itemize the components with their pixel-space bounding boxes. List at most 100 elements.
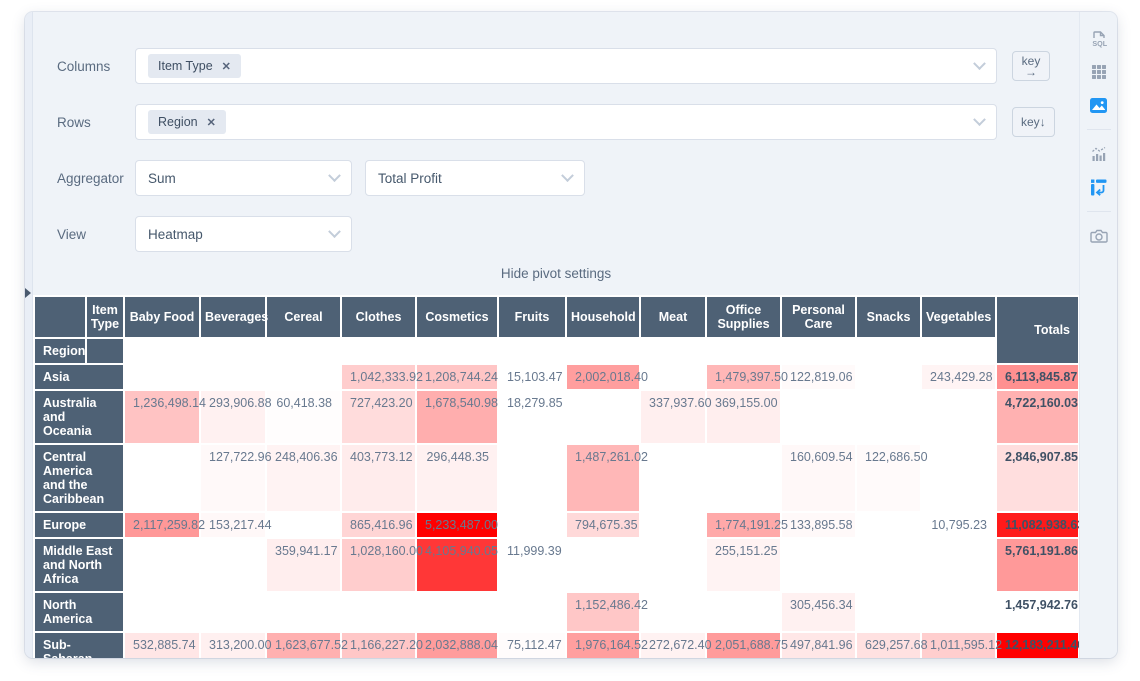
heatmap-value-cell: 1,152,486.42: [565, 591, 648, 633]
heatmap-value-cell: [920, 443, 997, 513]
heatmap-value-cell: [639, 537, 707, 593]
row-total-cell: 6,113,845.87: [995, 363, 1079, 391]
heatmap-value-cell: [855, 511, 922, 539]
main-content: Columns Item Type ✕ key → Rows Region ✕: [33, 12, 1079, 658]
column-header-household: Household: [565, 295, 641, 339]
heatmap-value-cell: 305,456.34: [780, 591, 857, 633]
heatmap-value-cell: [565, 389, 641, 445]
heatmap-value-cell: [639, 511, 707, 539]
heatmap-value-cell: 10,795.23: [920, 511, 997, 539]
heatmap-value-cell: 1,678,540.98: [415, 389, 499, 445]
aggregator-control-row: Aggregator Sum Total Profit: [33, 160, 1079, 196]
row-label-australia-and-oceania: Australia and Oceania: [33, 389, 125, 445]
heatmap-value-cell: [705, 443, 782, 513]
heatmap-value-cell: 313,200.00: [199, 631, 272, 658]
heatmap-value-cell: 75,112.47: [497, 631, 567, 658]
heatmap-value-cell: 1,479,397.50: [705, 363, 788, 391]
heatmap-value-cell: 160,609.54: [780, 443, 857, 513]
column-header-snacks: Snacks: [855, 295, 922, 339]
heatmap-value-cell: 272,672.40: [639, 631, 712, 658]
panel-collapse-gutter[interactable]: [25, 12, 33, 658]
heatmap-value-cell: [705, 591, 782, 633]
key-columns-button[interactable]: key →: [1012, 51, 1050, 81]
aggregator-label: Aggregator: [57, 170, 124, 186]
heatmap-value-cell: 1,487,261.02: [565, 443, 648, 513]
heatmap-value-cell: 248,406.36: [265, 443, 342, 513]
heatmap-value-cell: 127,722.96: [199, 443, 272, 513]
heatmap-value-cell: [855, 389, 922, 445]
heatmap-value-cell: 337,937.60: [639, 389, 712, 445]
heatmap-value-cell: 629,257.68: [855, 631, 928, 658]
chart-icon[interactable]: [1088, 143, 1110, 165]
camera-icon[interactable]: [1088, 225, 1110, 247]
rows-chip-region[interactable]: Region ✕: [148, 110, 226, 134]
down-arrow-icon: ↓: [1039, 115, 1046, 129]
view-select[interactable]: Heatmap: [135, 216, 352, 252]
heatmap-value-cell: 122,686.50: [855, 443, 928, 513]
columns-select[interactable]: Item Type ✕: [135, 48, 997, 84]
value-field-select[interactable]: Total Profit: [365, 160, 585, 196]
row-label-asia: Asia: [33, 363, 125, 391]
row-total-cell: 12,183,211.40: [995, 631, 1079, 658]
heatmap-value-cell: [199, 537, 267, 593]
row-total-cell: 2,846,907.85: [995, 443, 1079, 513]
image-icon[interactable]: [1088, 94, 1110, 116]
chip-remove-icon[interactable]: ✕: [206, 116, 216, 129]
column-header-baby-food: Baby Food: [123, 295, 201, 339]
hide-pivot-settings-link[interactable]: Hide pivot settings: [500, 266, 612, 281]
column-header-meat: Meat: [639, 295, 707, 339]
view-label: View: [57, 226, 87, 242]
visualization-toolbar: SQL: [1079, 12, 1117, 658]
expand-panel-arrow-icon[interactable]: [25, 288, 31, 298]
heatmap-value-cell: [855, 591, 922, 633]
heatmap-value-cell: 133,895.58: [780, 511, 857, 539]
heatmap-value-cell: 2,032,888.04: [415, 631, 499, 658]
heatmap-value-cell: 122,819.06: [780, 363, 857, 391]
heatmap-value-cell: [123, 363, 201, 391]
column-header-cereal: Cereal: [265, 295, 342, 339]
heatmap-value-cell: [920, 389, 997, 445]
chip-remove-icon[interactable]: ✕: [221, 60, 231, 73]
column-header-fruits: Fruits: [497, 295, 567, 339]
columns-label: Columns: [57, 58, 111, 74]
heatmap-value-cell: [265, 363, 342, 391]
heatmap-value-cell: [639, 591, 707, 633]
key-rows-button[interactable]: key↓: [1012, 107, 1055, 137]
columns-chip-item-type[interactable]: Item Type ✕: [148, 54, 241, 78]
column-header-vegetables: Vegetables: [920, 295, 997, 339]
heatmap-value-cell: [920, 537, 997, 593]
pivot-heatmap-table: Item Type Baby Food Beverages Cereal Clothes…: [33, 295, 1079, 658]
pivot-icon[interactable]: [1088, 176, 1110, 198]
aggregator-select[interactable]: Sum: [135, 160, 352, 196]
row-total-cell: 11,082,938.63: [995, 511, 1079, 539]
heatmap-value-cell: 727,423.20: [340, 389, 417, 445]
svg-text:SQL: SQL: [1092, 39, 1107, 48]
heatmap-value-cell: 1,774,191.25: [705, 511, 788, 539]
row-label-north-america: North America: [33, 591, 125, 633]
heatmap-value-cell: [920, 591, 997, 633]
heatmap-value-cell: 497,841.96: [780, 631, 857, 658]
chevron-down-icon: [973, 112, 986, 126]
heatmap-value-cell: 15,103.47: [497, 363, 567, 391]
toolbar-divider: [1086, 211, 1111, 212]
column-header-clothes: Clothes: [340, 295, 417, 339]
column-header-cosmetics: Cosmetics: [415, 295, 499, 339]
heatmap-value-cell: 1,042,333.92: [340, 363, 423, 391]
heatmap-value-cell: 359,941.17: [265, 537, 342, 593]
row-attribute-label: Region: [33, 337, 87, 365]
heatmap-value-cell: [639, 363, 707, 391]
heatmap-value-cell: 1,976,164.52: [565, 631, 648, 658]
heatmap-value-cell: 293,906.88: [199, 389, 272, 445]
chip-label: Region: [158, 115, 198, 129]
heatmap-value-cell: [639, 443, 707, 513]
heatmap-value-cell: 1,028,160.00: [340, 537, 423, 593]
heatmap-value-cell: [123, 443, 201, 513]
sql-file-icon[interactable]: SQL: [1088, 28, 1110, 50]
column-header-personal-care: Personal Care: [780, 295, 857, 339]
right-arrow-icon: →: [1025, 65, 1037, 79]
heatmap-value-cell: 2,002,018.40: [565, 363, 648, 391]
rows-select[interactable]: Region ✕: [135, 104, 997, 140]
heatmap-value-cell: 4,105,940.05: [415, 537, 499, 593]
heatmap-value-cell: 243,429.28: [920, 363, 997, 391]
data-grid-icon[interactable]: [1088, 61, 1110, 83]
